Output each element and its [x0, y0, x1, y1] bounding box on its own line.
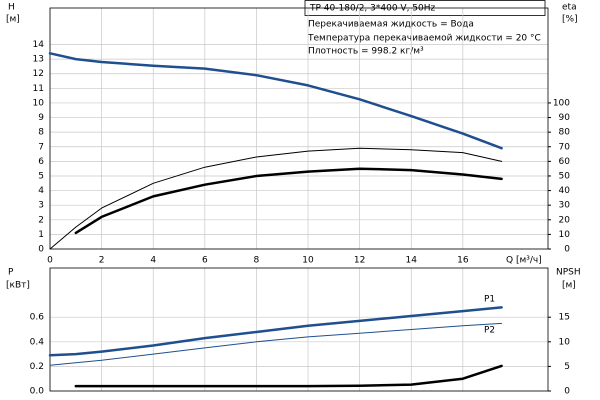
y-tick-label: 3	[38, 201, 44, 211]
y-tick-label: 13	[33, 55, 44, 65]
y2-tick-label: 60	[559, 157, 571, 167]
x-tick-label: 10	[302, 256, 314, 266]
curve	[48, 306, 503, 357]
y2-tick-label: 0	[564, 245, 570, 255]
y-label: P	[8, 268, 14, 278]
y2-tick-label: 100	[553, 98, 570, 108]
y2-tick-label: 20	[559, 215, 571, 225]
y-tick-label: 0.6	[30, 313, 45, 323]
x-label: Q [м³/ч]	[506, 256, 542, 266]
y-tick-label: 5	[38, 171, 44, 181]
y-tick-label: 2	[38, 215, 44, 225]
x-tick-label: 6	[202, 256, 208, 266]
y-label: H	[8, 3, 15, 13]
y-tick-label: 14	[33, 40, 45, 50]
annotation: Температура перекачиваемой жидкости = 20…	[307, 34, 541, 44]
y-unit: [м]	[6, 15, 20, 25]
y-tick-label: 8	[38, 128, 44, 138]
y-tick-label: 0.2	[30, 362, 44, 372]
y2-unit: [м]	[562, 281, 576, 291]
curve	[74, 364, 503, 388]
y-tick-label: 1	[38, 230, 44, 240]
y2-label: eta	[562, 3, 577, 13]
y-tick-label: 4	[38, 186, 44, 196]
y2-tick-label: 30	[559, 201, 571, 211]
annotation: Плотность = 998.2 кг/м³	[308, 47, 424, 57]
plot-frame	[49, 267, 549, 392]
curve	[74, 167, 503, 235]
y2-tick-label: 0	[564, 387, 570, 397]
y-tick-label: 7	[38, 142, 44, 152]
y-tick-label: 9	[38, 113, 44, 123]
y2-tick-label: 50	[559, 171, 571, 181]
y2-tick-label: 40	[559, 186, 571, 196]
x-tick-label: 12	[354, 256, 365, 266]
y-tick-label: 11	[33, 84, 44, 94]
y-tick-label: 0.4	[30, 337, 45, 347]
series-label: P2	[484, 326, 495, 336]
x-tick-label: 8	[254, 256, 260, 266]
y2-tick-label: 80	[559, 128, 571, 138]
y2-tick-label: 10	[559, 337, 571, 347]
curve	[49, 322, 503, 366]
chart-title: TP 40-180/2, 3*400 V, 50Hz	[309, 4, 436, 14]
y-tick-label: 0	[38, 245, 44, 255]
y-tick-label: 0.0	[30, 387, 45, 397]
y2-label: NPSH	[556, 268, 581, 278]
x-tick-label: 14	[406, 256, 418, 266]
y-tick-label: 12	[33, 69, 44, 79]
y2-tick-label: 5	[564, 362, 570, 372]
y2-tick-label: 10	[559, 230, 571, 240]
x-tick-label: 16	[457, 256, 469, 266]
x-tick-label: 2	[99, 256, 105, 266]
curve	[48, 52, 503, 150]
y2-tick-label: 70	[559, 142, 571, 152]
y2-tick-label: 90	[559, 113, 571, 123]
y2-unit: [%]	[562, 15, 578, 25]
x-tick-label: 0	[47, 256, 53, 266]
y-tick-label: 6	[38, 157, 44, 167]
y2-tick-label: 15	[559, 313, 570, 323]
series-label: P1	[484, 295, 495, 305]
plot-frame	[49, 7, 549, 250]
y-tick-label: 10	[33, 98, 45, 108]
annotation: Перекачиваемая жидкость = Вода	[308, 20, 474, 30]
x-tick-label: 4	[150, 256, 156, 266]
y-unit: [кВт]	[6, 281, 30, 291]
curve	[49, 147, 503, 250]
